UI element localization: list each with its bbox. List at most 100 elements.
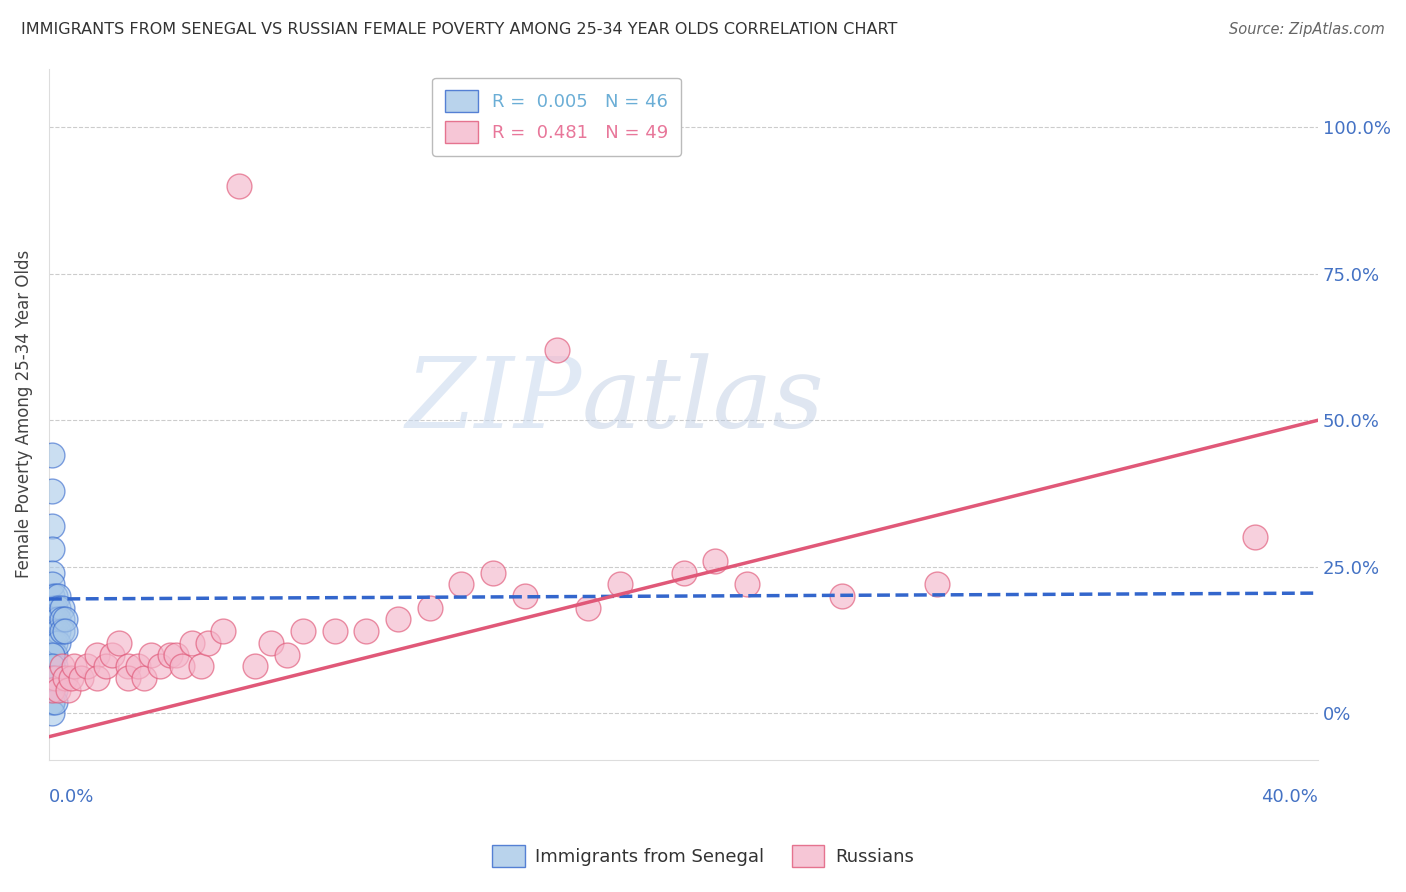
Point bbox=[1243, 531, 1265, 545]
Text: 0.0%: 0.0% bbox=[49, 788, 94, 805]
Point bbox=[44, 671, 66, 685]
Point bbox=[41, 648, 63, 662]
Point bbox=[51, 612, 73, 626]
Point bbox=[609, 577, 631, 591]
Point bbox=[53, 624, 76, 639]
Point bbox=[48, 589, 70, 603]
Point bbox=[76, 659, 98, 673]
Point bbox=[41, 612, 63, 626]
Point bbox=[41, 682, 63, 697]
Point bbox=[41, 636, 63, 650]
Point bbox=[735, 577, 758, 591]
Legend: Immigrants from Senegal, Russians: Immigrants from Senegal, Russians bbox=[485, 838, 921, 874]
Point bbox=[44, 624, 66, 639]
Point bbox=[44, 694, 66, 708]
Point bbox=[260, 636, 283, 650]
Point bbox=[291, 624, 314, 639]
Point bbox=[44, 612, 66, 626]
Point bbox=[387, 612, 409, 626]
Point bbox=[86, 648, 108, 662]
Text: Source: ZipAtlas.com: Source: ZipAtlas.com bbox=[1229, 22, 1385, 37]
Point bbox=[41, 624, 63, 639]
Point bbox=[172, 659, 194, 673]
Point bbox=[704, 554, 727, 568]
Point bbox=[228, 178, 250, 193]
Point bbox=[86, 671, 108, 685]
Point bbox=[117, 659, 139, 673]
Point bbox=[41, 518, 63, 533]
Text: 40.0%: 40.0% bbox=[1261, 788, 1319, 805]
Point bbox=[323, 624, 346, 639]
Point bbox=[94, 659, 117, 673]
Point bbox=[41, 648, 63, 662]
Point bbox=[831, 589, 853, 603]
Point bbox=[41, 577, 63, 591]
Point bbox=[44, 600, 66, 615]
Point bbox=[48, 600, 70, 615]
Point bbox=[212, 624, 235, 639]
Point bbox=[51, 600, 73, 615]
Text: ZIP: ZIP bbox=[406, 353, 582, 448]
Point bbox=[60, 671, 83, 685]
Point bbox=[41, 682, 63, 697]
Text: atlas: atlas bbox=[582, 353, 825, 448]
Point bbox=[41, 659, 63, 673]
Point bbox=[44, 589, 66, 603]
Point bbox=[41, 600, 63, 615]
Y-axis label: Female Poverty Among 25-34 Year Olds: Female Poverty Among 25-34 Year Olds bbox=[15, 251, 32, 579]
Point bbox=[41, 542, 63, 557]
Point bbox=[44, 648, 66, 662]
Point bbox=[56, 682, 79, 697]
Point bbox=[190, 659, 212, 673]
Point bbox=[41, 694, 63, 708]
Point bbox=[546, 343, 568, 357]
Point bbox=[41, 624, 63, 639]
Point bbox=[41, 589, 63, 603]
Point bbox=[117, 671, 139, 685]
Point bbox=[107, 636, 129, 650]
Point bbox=[41, 449, 63, 463]
Point bbox=[245, 659, 267, 673]
Point bbox=[139, 648, 162, 662]
Point bbox=[41, 706, 63, 721]
Point bbox=[41, 636, 63, 650]
Point bbox=[41, 483, 63, 498]
Point bbox=[576, 600, 599, 615]
Point bbox=[53, 612, 76, 626]
Point bbox=[48, 682, 70, 697]
Point bbox=[53, 671, 76, 685]
Point bbox=[41, 694, 63, 708]
Point bbox=[149, 659, 172, 673]
Point bbox=[48, 612, 70, 626]
Point bbox=[419, 600, 441, 615]
Point bbox=[44, 682, 66, 697]
Point bbox=[41, 612, 63, 626]
Point bbox=[41, 659, 63, 673]
Point bbox=[197, 636, 219, 650]
Point bbox=[51, 659, 73, 673]
Point bbox=[276, 648, 298, 662]
Point bbox=[51, 624, 73, 639]
Point bbox=[69, 671, 91, 685]
Point bbox=[63, 659, 86, 673]
Point bbox=[180, 636, 202, 650]
Text: IMMIGRANTS FROM SENEGAL VS RUSSIAN FEMALE POVERTY AMONG 25-34 YEAR OLDS CORRELAT: IMMIGRANTS FROM SENEGAL VS RUSSIAN FEMAL… bbox=[21, 22, 897, 37]
Point bbox=[927, 577, 949, 591]
Point bbox=[165, 648, 187, 662]
Point bbox=[127, 659, 149, 673]
Point bbox=[41, 566, 63, 580]
Point bbox=[513, 589, 536, 603]
Point bbox=[672, 566, 695, 580]
Point bbox=[101, 648, 124, 662]
Point bbox=[356, 624, 378, 639]
Point bbox=[482, 566, 505, 580]
Point bbox=[41, 671, 63, 685]
Point bbox=[44, 636, 66, 650]
Point bbox=[450, 577, 472, 591]
Point bbox=[41, 671, 63, 685]
Point bbox=[41, 600, 63, 615]
Point bbox=[134, 671, 156, 685]
Legend: R =  0.005   N = 46, R =  0.481   N = 49: R = 0.005 N = 46, R = 0.481 N = 49 bbox=[433, 78, 681, 156]
Point bbox=[48, 624, 70, 639]
Point bbox=[159, 648, 181, 662]
